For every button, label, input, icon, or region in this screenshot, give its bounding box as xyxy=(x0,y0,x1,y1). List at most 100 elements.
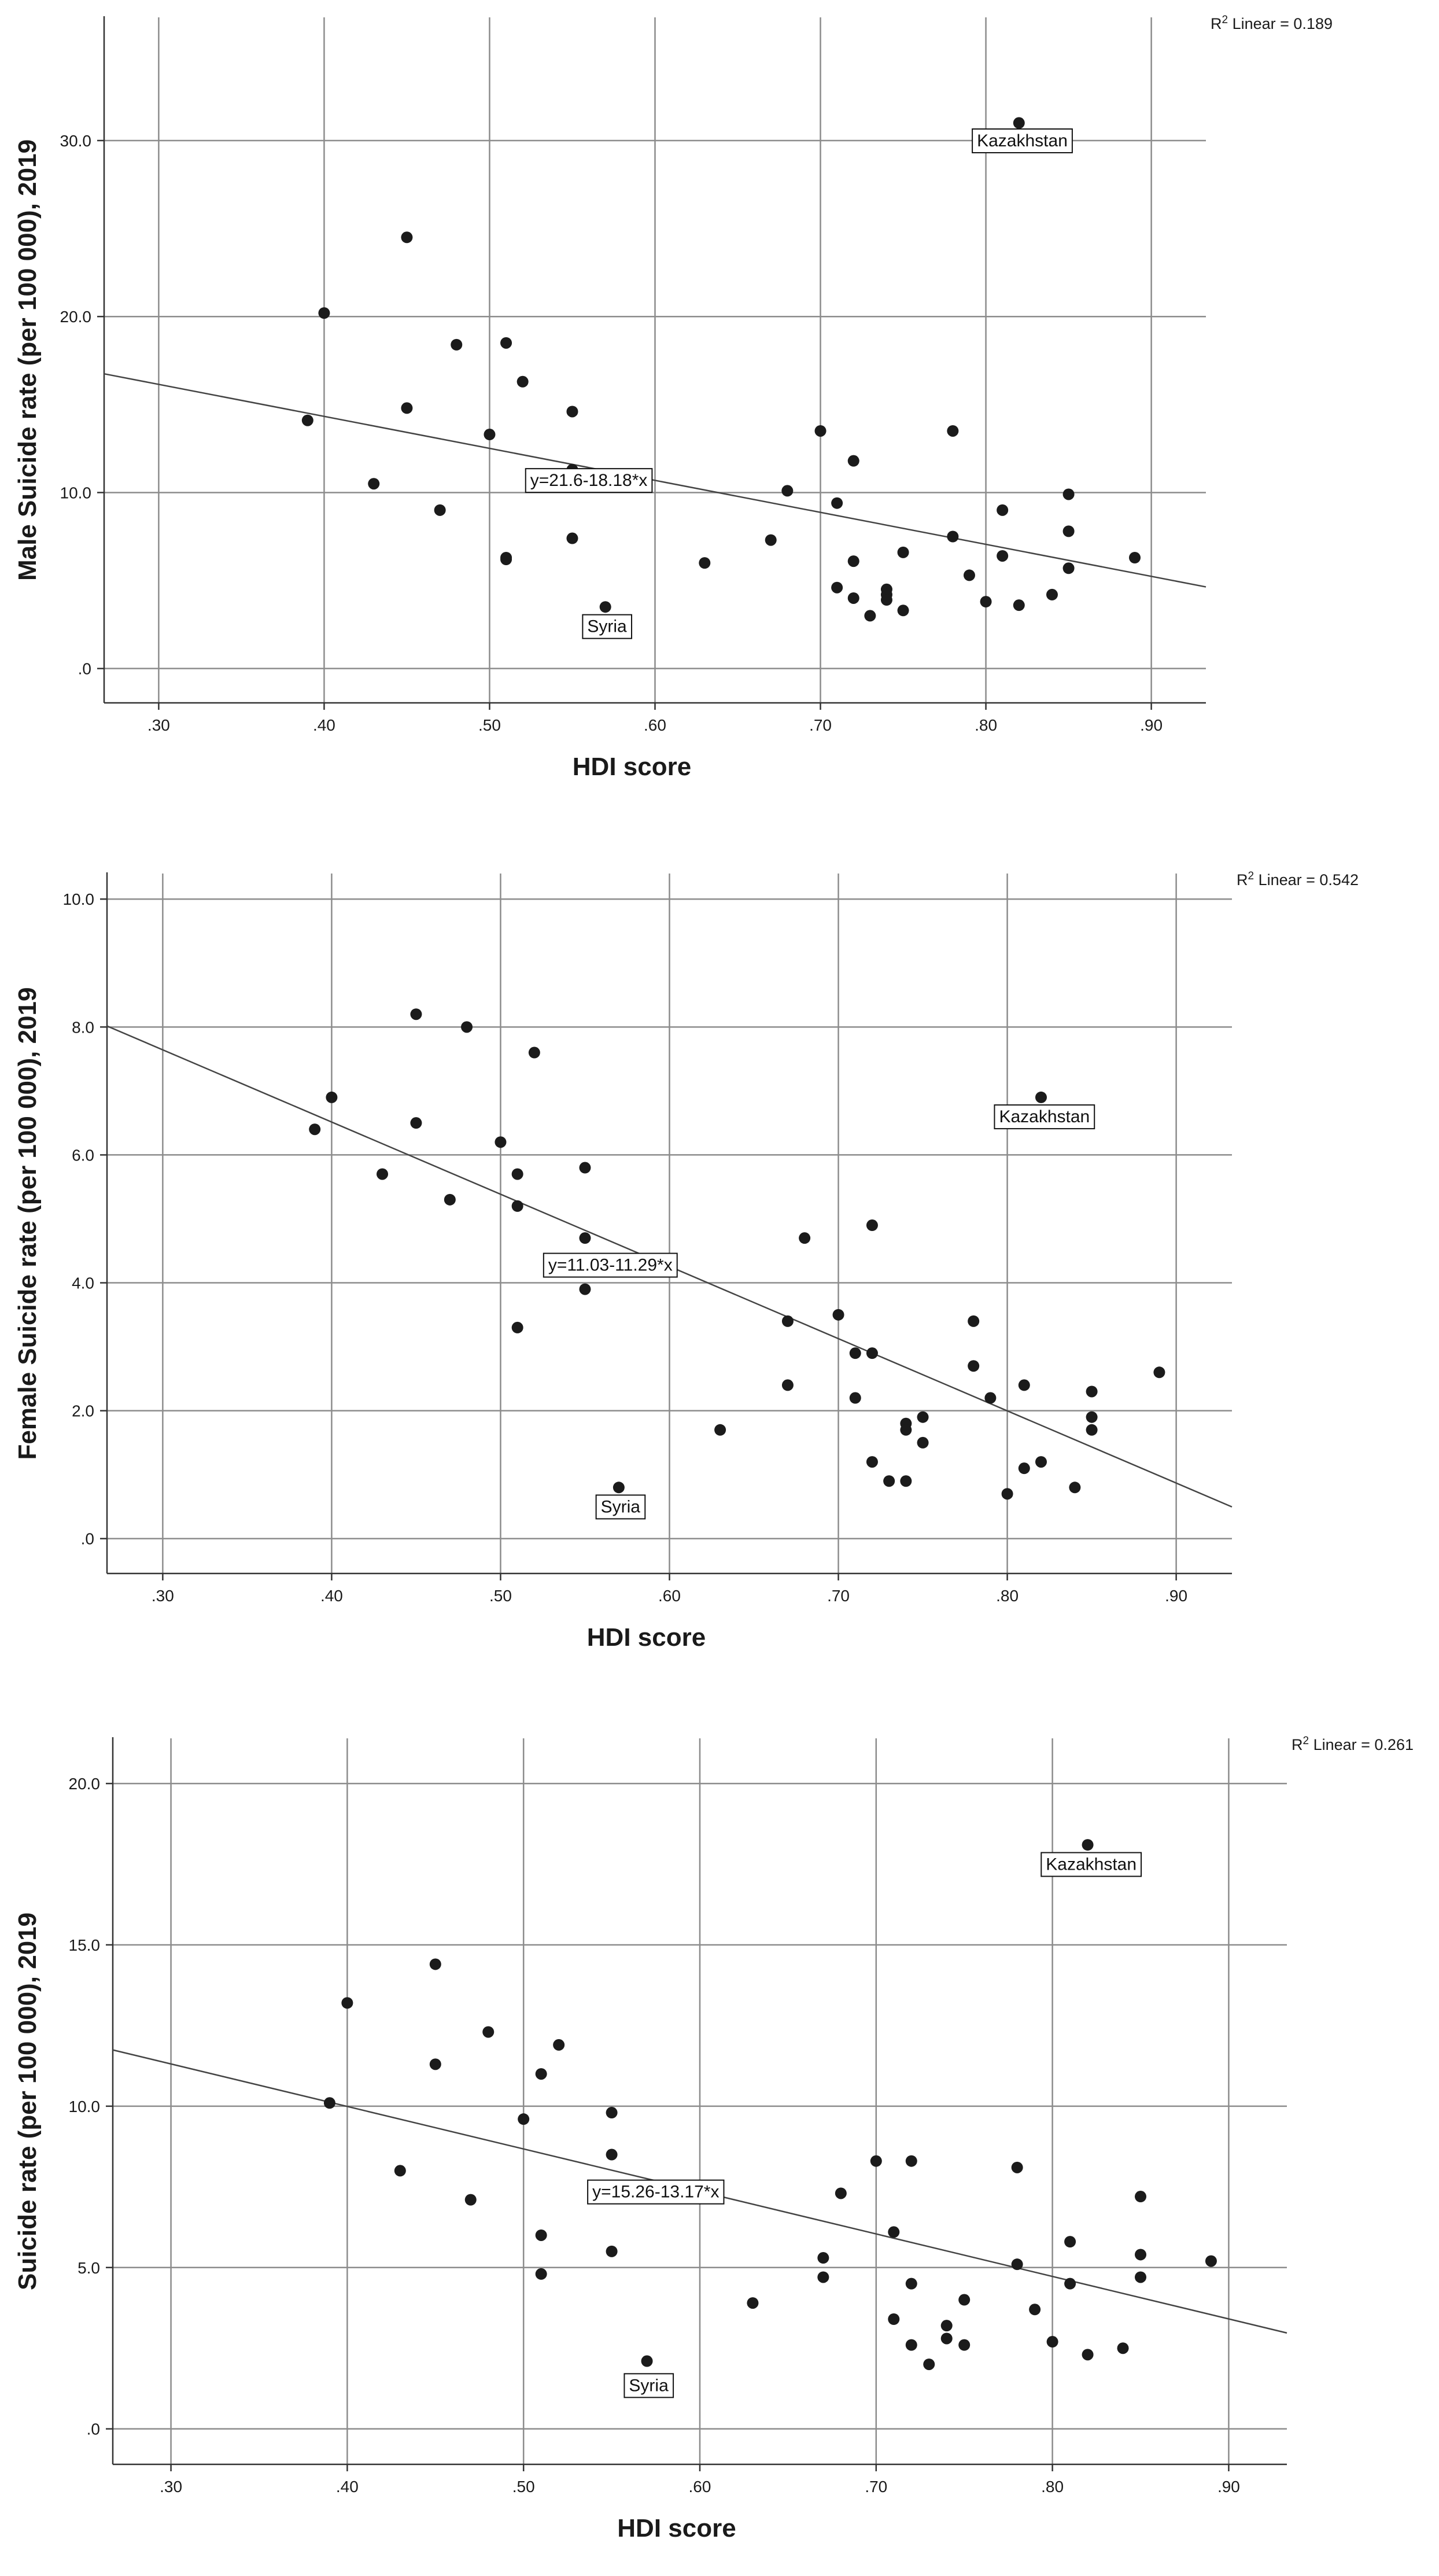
data-point xyxy=(429,2058,441,2070)
data-point xyxy=(958,2294,971,2306)
data-point xyxy=(394,2165,406,2177)
data-point xyxy=(866,1456,878,1468)
data-point xyxy=(897,546,909,558)
equation-label: y=15.26-13.17*x xyxy=(592,2183,719,2202)
r-squared-label: R2 Linear = 0.542 xyxy=(1237,870,1359,889)
data-point xyxy=(410,1008,422,1020)
data-point xyxy=(500,337,512,349)
r-squared-label: R2 Linear = 0.189 xyxy=(1211,14,1333,32)
data-point xyxy=(484,429,496,441)
y-tick-label: .0 xyxy=(78,660,91,678)
data-point xyxy=(870,2155,882,2167)
x-tick-label: .40 xyxy=(320,1587,343,1605)
y-tick-label: 30.0 xyxy=(60,132,92,150)
data-point xyxy=(1086,1411,1098,1423)
data-point xyxy=(1018,1379,1030,1391)
data-point xyxy=(1062,562,1075,574)
data-point xyxy=(947,530,959,543)
data-point xyxy=(429,1958,441,1970)
data-point xyxy=(318,307,330,319)
female-suicide-chart: .30 .40 .50 .60 .70 .80 .90 .0 2.0 4.0 6.0 8.0 10.0 H… xyxy=(13,870,1359,1652)
data-point xyxy=(799,1232,811,1244)
y-axis-title: Female Suicide rate (per 100 000), 2019 xyxy=(13,987,42,1460)
y-tick-label: 4.0 xyxy=(72,1274,94,1292)
data-point xyxy=(968,1360,980,1372)
x-tick-label: .60 xyxy=(644,716,666,734)
data-point xyxy=(1086,1385,1098,1398)
data-point xyxy=(309,1123,321,1136)
data-point xyxy=(968,1315,980,1327)
data-point xyxy=(377,1168,389,1180)
data-point xyxy=(1205,2255,1217,2267)
data-point xyxy=(817,2252,829,2264)
data-point xyxy=(535,2229,547,2241)
x-tick-label: .50 xyxy=(489,1587,512,1605)
x-tick-label: .60 xyxy=(689,2478,711,2496)
data-point xyxy=(495,1136,507,1148)
data-point xyxy=(940,2332,953,2345)
x-tick-label: .40 xyxy=(313,716,335,734)
data-point xyxy=(963,569,975,581)
data-point xyxy=(579,1283,591,1295)
data-point xyxy=(535,2268,547,2280)
r-squared-label: R2 Linear = 0.261 xyxy=(1292,1735,1414,1753)
y-tick-label: 15.0 xyxy=(69,1936,101,1954)
data-point xyxy=(997,504,1009,516)
x-tick-label: .30 xyxy=(160,2478,182,2496)
data-point xyxy=(781,1315,794,1327)
data-point xyxy=(1086,1424,1098,1436)
data-point xyxy=(444,1193,456,1206)
data-point xyxy=(1011,2258,1023,2271)
x-tick-label: .80 xyxy=(996,1587,1019,1605)
country-label-box xyxy=(623,2373,674,2398)
data-point xyxy=(482,2026,495,2038)
x-axis-title: HDI score xyxy=(617,2514,736,2542)
data-point xyxy=(553,2039,565,2051)
data-point xyxy=(1082,2349,1094,2361)
data-point xyxy=(1153,1366,1165,1379)
x-tick-label: .80 xyxy=(975,716,997,734)
data-point xyxy=(500,554,512,566)
y-tick-label: 10.0 xyxy=(63,890,95,908)
data-point xyxy=(888,2226,900,2238)
data-point xyxy=(410,1117,422,1129)
country-label: Kazakhstan xyxy=(977,131,1068,150)
data-point xyxy=(579,1232,591,1244)
data-point xyxy=(847,555,859,567)
country-label: Syria xyxy=(587,617,627,636)
data-point xyxy=(1035,1456,1047,1468)
y-tick-label: 5.0 xyxy=(78,2259,100,2277)
country-label-box xyxy=(994,1104,1095,1130)
data-point xyxy=(765,534,777,546)
data-point xyxy=(1135,2249,1147,2261)
y-axis-title: Suicide rate (per 100 000), 2019 xyxy=(13,1912,42,2290)
data-point xyxy=(461,1021,473,1033)
data-point xyxy=(849,1347,861,1359)
data-point xyxy=(1011,2161,1023,2173)
equation-label-box xyxy=(525,468,653,493)
data-point xyxy=(940,2320,953,2332)
data-point xyxy=(814,425,826,437)
data-point xyxy=(326,1091,338,1103)
data-point xyxy=(1013,117,1025,129)
data-point xyxy=(905,2278,917,2290)
data-point xyxy=(897,605,909,617)
data-point xyxy=(1064,2278,1076,2290)
data-point xyxy=(747,2297,759,2309)
data-point xyxy=(980,596,992,608)
data-point xyxy=(511,1321,523,1333)
data-point xyxy=(401,231,413,244)
data-point xyxy=(1013,599,1025,611)
data-point xyxy=(1018,1462,1030,1475)
data-point xyxy=(518,2113,530,2125)
x-axis-title: HDI score xyxy=(587,1623,706,1652)
data-point xyxy=(566,532,578,544)
data-point xyxy=(511,1200,523,1212)
data-point xyxy=(831,497,843,509)
data-point xyxy=(866,1219,878,1232)
data-point xyxy=(451,338,463,351)
data-point xyxy=(1046,2336,1058,2348)
data-point xyxy=(368,478,380,490)
data-point xyxy=(883,1475,895,1487)
data-point xyxy=(1029,2304,1041,2316)
